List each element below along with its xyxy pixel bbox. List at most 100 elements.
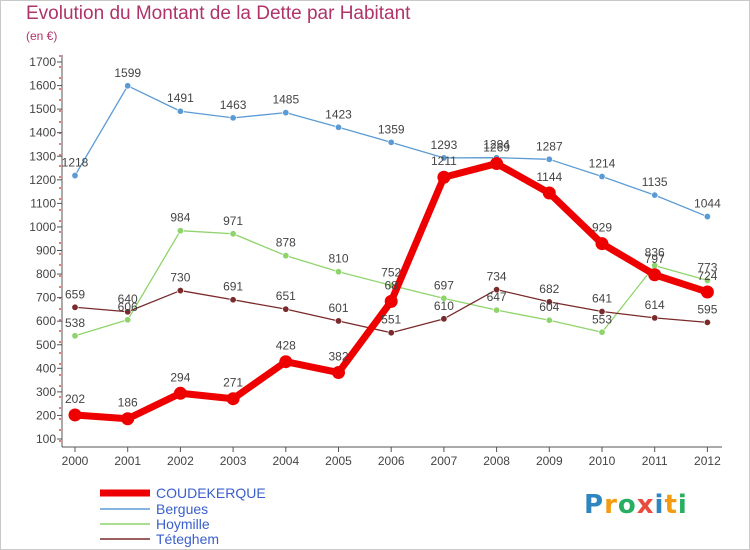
x-tick-label: 2006 <box>378 454 405 468</box>
data-point <box>703 318 711 326</box>
data-point <box>334 268 342 276</box>
data-point <box>334 317 342 325</box>
data-label: 730 <box>170 271 190 285</box>
data-point <box>440 315 448 323</box>
data-point <box>282 109 290 117</box>
data-label: 1599 <box>114 66 141 80</box>
data-label: 647 <box>487 290 507 304</box>
legend-label: COUDEKERQUE <box>156 485 266 501</box>
logo-letter: P <box>584 490 605 520</box>
y-tick-label: 200 <box>36 408 56 422</box>
data-label: 682 <box>539 282 559 296</box>
logo-letter: o <box>617 490 637 520</box>
data-point <box>282 252 290 260</box>
data-point <box>542 186 556 200</box>
data-label: 836 <box>645 246 665 260</box>
data-point <box>124 308 132 316</box>
data-label: 651 <box>276 289 296 303</box>
data-label: 68 <box>385 278 399 292</box>
data-point <box>490 157 504 171</box>
data-point <box>651 191 659 199</box>
x-tick-label: 2004 <box>272 454 299 468</box>
y-tick-label: 1500 <box>29 102 56 116</box>
data-point <box>176 227 184 235</box>
data-label: 428 <box>276 339 296 353</box>
x-tick-label: 2010 <box>589 454 616 468</box>
data-label: 1485 <box>272 93 299 107</box>
data-point <box>387 138 395 146</box>
chart-title: Evolution du Montant de la Dette par Hab… <box>26 3 411 24</box>
y-tick-label: 1600 <box>29 79 56 93</box>
data-point <box>121 412 135 426</box>
x-tick-label: 2000 <box>62 454 89 468</box>
data-label: 1044 <box>694 197 721 211</box>
data-label: 640 <box>118 292 138 306</box>
data-label: 697 <box>434 278 454 292</box>
data-label: 595 <box>697 302 717 316</box>
x-tick-label: 2009 <box>536 454 563 468</box>
data-point <box>279 355 293 369</box>
legend-label: Téteghem <box>156 531 219 547</box>
y-tick-label: 1400 <box>29 126 56 140</box>
y-tick-label: 300 <box>36 385 56 399</box>
data-label: 1287 <box>536 139 563 153</box>
data-label: 1359 <box>378 122 405 136</box>
y-tick-label: 500 <box>36 338 56 352</box>
data-label: 734 <box>487 270 507 284</box>
data-point <box>700 285 714 299</box>
series-line-bergues <box>74 85 709 218</box>
data-label: 382 <box>328 350 348 364</box>
data-point <box>493 286 501 294</box>
x-tick-label: 2012 <box>694 454 721 468</box>
y-tick-label: 900 <box>36 244 56 258</box>
y-tick-label: 1100 <box>30 196 56 210</box>
data-point <box>651 314 659 322</box>
data-point <box>440 294 448 302</box>
data-point <box>545 316 553 324</box>
logo-letter: x <box>636 490 655 520</box>
data-point <box>226 392 240 406</box>
data-label: 601 <box>328 301 348 315</box>
data-point <box>387 329 395 337</box>
data-label: 929 <box>592 221 612 235</box>
data-label: 610 <box>434 299 454 313</box>
data-point <box>703 276 711 284</box>
logo-letter: i <box>677 490 688 520</box>
data-point <box>176 107 184 115</box>
y-tick-label: 1000 <box>29 220 56 234</box>
logo-letter: i <box>654 490 665 520</box>
data-label: 810 <box>328 252 348 266</box>
data-label: 1491 <box>167 91 194 105</box>
data-point <box>437 170 451 184</box>
data-point <box>229 296 237 304</box>
x-tick-label: 2011 <box>642 454 668 468</box>
data-label: 538 <box>65 316 85 330</box>
data-point <box>71 332 79 340</box>
x-tick-label: 2002 <box>167 454 194 468</box>
data-point <box>173 386 187 400</box>
data-label: 878 <box>276 236 296 250</box>
data-point <box>282 305 290 313</box>
legend-label: Hoymille <box>156 516 210 532</box>
data-label: 1294 <box>483 138 510 152</box>
y-tick-label: 800 <box>36 267 56 281</box>
y-tick-label: 400 <box>36 361 56 375</box>
data-label: 1144 <box>536 170 562 184</box>
x-tick-label: 2001 <box>114 454 141 468</box>
x-tick-label: 2005 <box>325 454 352 468</box>
y-tick-label: 700 <box>36 291 56 305</box>
y-tick-label: 100 <box>36 432 56 446</box>
data-point <box>71 172 79 180</box>
data-label: 604 <box>539 300 559 314</box>
data-point <box>440 154 448 162</box>
y-tick-label: 1200 <box>29 173 56 187</box>
x-tick-label: 2008 <box>483 454 510 468</box>
data-label: 659 <box>65 287 85 301</box>
legend-label: Bergues <box>156 501 208 517</box>
x-tick-label: 2003 <box>220 454 247 468</box>
data-point <box>229 230 237 238</box>
data-label: 202 <box>65 392 85 406</box>
data-label: 614 <box>645 298 665 312</box>
data-point <box>545 298 553 306</box>
data-label: 797 <box>645 252 665 266</box>
